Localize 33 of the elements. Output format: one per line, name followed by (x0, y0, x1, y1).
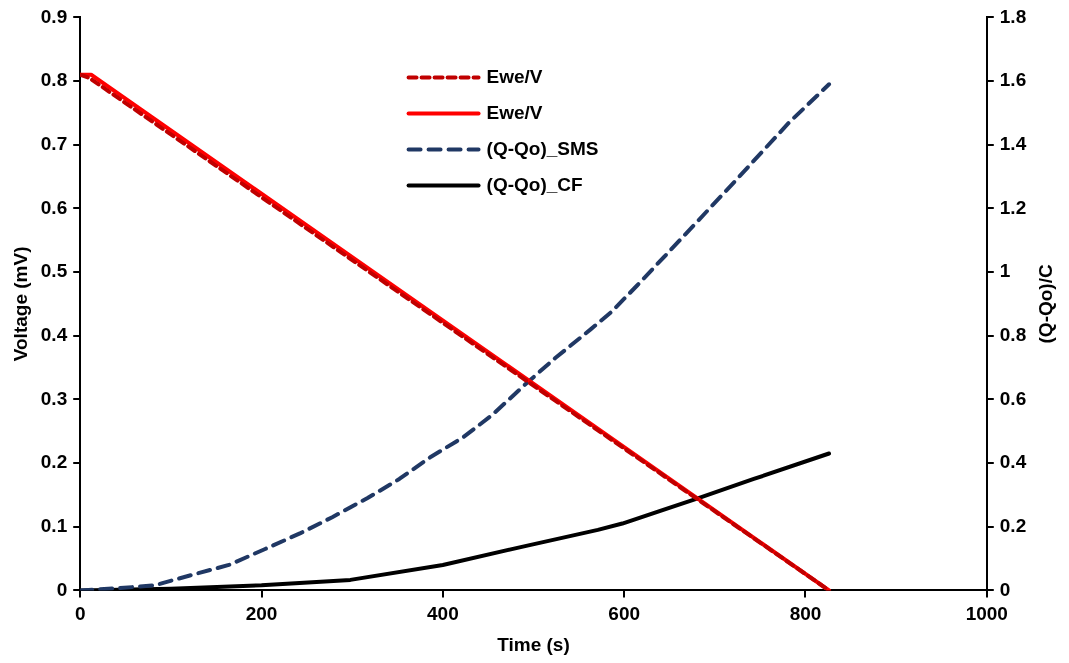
x-tick-label: 800 (789, 603, 822, 625)
y2-tick-label: 0 (999, 578, 1011, 600)
legend-label: (Q-Qo)_CF (486, 173, 583, 195)
y-tick-label: 0.1 (40, 514, 68, 536)
y-tick-label: 0 (56, 578, 68, 600)
x-tick-label: 1000 (965, 603, 1008, 625)
x-tick-label: 400 (426, 603, 459, 625)
y2-tick-label: 1.4 (999, 132, 1027, 154)
y-tick-label: 0.4 (40, 323, 68, 345)
y2-tick-label: 0.4 (999, 451, 1027, 473)
x-axis-title: Time (s) (497, 633, 570, 655)
y-axis-title: Voltage (mV) (9, 246, 31, 362)
y-tick-label: 0.9 (40, 5, 68, 27)
x-tick-label: 600 (608, 603, 641, 625)
y2-tick-label: 0.8 (999, 323, 1027, 345)
legend-label: Ewe/V (486, 65, 543, 87)
y2-axis-title: (Q-Qo)/C (1035, 264, 1057, 344)
legend-label: Ewe/V (486, 101, 543, 123)
y-tick-label: 0.2 (40, 451, 68, 473)
x-tick-label: 0 (74, 603, 86, 625)
y-tick-label: 0.3 (40, 387, 68, 409)
y2-tick-label: 1.2 (999, 196, 1027, 218)
y2-tick-label: 1 (999, 260, 1011, 282)
y2-tick-label: 1.6 (999, 69, 1027, 91)
x-tick-label: 200 (245, 603, 278, 625)
y2-tick-label: 1.8 (999, 5, 1027, 27)
y-tick-label: 0.6 (40, 196, 68, 218)
y-tick-label: 0.7 (40, 132, 68, 154)
y2-tick-label: 0.2 (999, 514, 1027, 536)
y-tick-label: 0.8 (40, 69, 68, 91)
y2-tick-label: 0.6 (999, 387, 1027, 409)
y-tick-label: 0.5 (40, 260, 68, 282)
legend-label: (Q-Qo)_SMS (486, 137, 599, 159)
